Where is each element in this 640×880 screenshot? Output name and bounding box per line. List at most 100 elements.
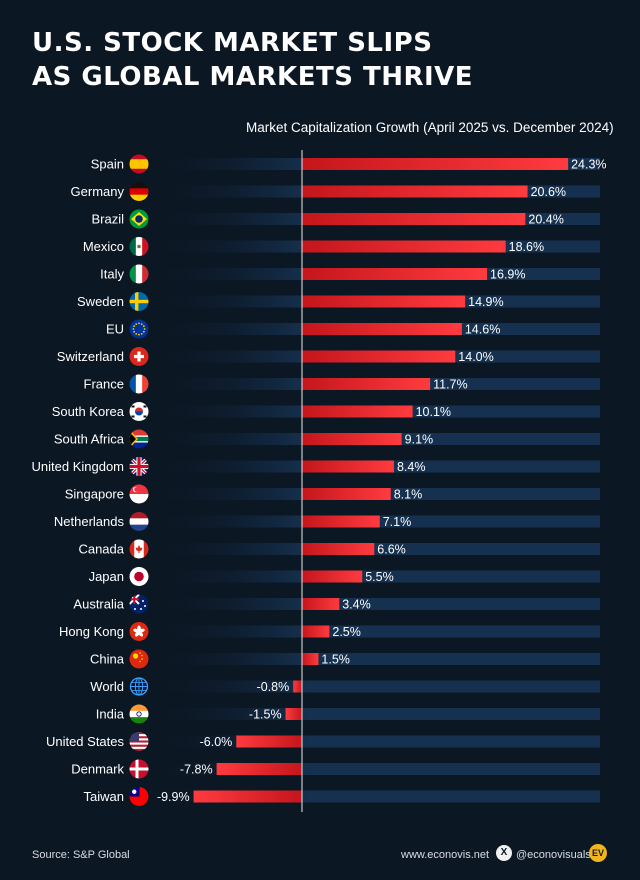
bar-spain [302, 158, 569, 170]
italy-flag-icon [129, 264, 149, 284]
bar-track [150, 680, 600, 693]
category-label: United States [46, 734, 125, 749]
data-label: 18.6% [509, 240, 544, 254]
category-label: Germany [71, 184, 125, 199]
category-label: Italy [100, 267, 124, 282]
data-label: 14.6% [465, 323, 500, 337]
category-label: Netherlands [54, 514, 125, 529]
chart-title: U.S. STOCK MARKET SLIPS AS GLOBAL MARKET… [32, 26, 473, 94]
bar-eu [302, 323, 462, 335]
data-label: 20.4% [528, 213, 563, 227]
bar-track [150, 598, 600, 610]
x-logo-icon: X [496, 845, 512, 861]
bar-taiwan [193, 790, 302, 803]
bar-canada [302, 543, 375, 555]
category-label: Japan [89, 569, 124, 584]
bar-track [150, 570, 600, 583]
category-label: World [90, 679, 124, 694]
brazil-flag-icon [129, 209, 149, 229]
data-label: 8.4% [397, 460, 426, 474]
bar-south-korea [302, 405, 413, 418]
title-line-1: U.S. STOCK MARKET SLIPS [32, 28, 433, 58]
switzerland-flag-icon [129, 347, 149, 366]
data-label: 3.4% [342, 598, 371, 612]
taiwan-flag-icon [129, 787, 149, 806]
category-label: South Korea [52, 404, 125, 419]
bar-track [150, 543, 600, 555]
eu-flag-icon [129, 319, 149, 339]
data-label: 24.3% [571, 158, 606, 172]
data-label: 20.6% [531, 185, 566, 199]
category-label: Switzerland [57, 349, 124, 364]
bar-united-kingdom [302, 460, 394, 473]
category-label: Canada [78, 542, 124, 557]
brand-logo-icon: EV [589, 844, 607, 862]
japan-flag-icon [129, 567, 149, 586]
data-label: -7.8% [180, 763, 213, 777]
germany-flag-icon [129, 182, 149, 201]
category-label: Brazil [91, 212, 124, 227]
category-label: Mexico [83, 239, 124, 254]
social-handle[interactable]: @econovisuals [516, 849, 591, 861]
data-label: 7.1% [383, 515, 412, 529]
china-flag-icon [129, 649, 149, 669]
bar-track [150, 625, 600, 638]
france-flag-icon [129, 374, 149, 394]
category-label: Singapore [65, 487, 124, 502]
netherlands-flag-icon [129, 512, 149, 531]
bar-australia [302, 598, 340, 610]
source-note: Source: S&P Global [32, 849, 130, 861]
category-label: Taiwan [84, 789, 124, 804]
bar-denmark [216, 763, 302, 775]
data-label: 10.1% [416, 405, 451, 419]
category-label: EU [106, 322, 124, 337]
data-label: 16.9% [490, 268, 525, 282]
bar-sweden [302, 295, 466, 308]
bar-germany [302, 185, 528, 198]
data-label: 14.0% [458, 350, 493, 364]
category-label: India [96, 707, 125, 722]
bar-brazil [302, 213, 526, 225]
mexico-flag-icon [129, 237, 149, 256]
category-label: Australia [73, 597, 124, 612]
data-label: 5.5% [365, 570, 394, 584]
bar-netherlands [302, 515, 380, 528]
bar-united-states [236, 735, 302, 748]
data-label: -6.0% [200, 735, 233, 749]
united-states-flag-icon [129, 732, 149, 751]
bar-italy [302, 268, 488, 280]
category-label: China [90, 652, 125, 667]
category-label: Hong Kong [59, 624, 124, 639]
data-label: 9.1% [405, 433, 434, 447]
bar-track [150, 653, 600, 665]
australia-flag-icon [129, 594, 149, 614]
hong-kong-flag-icon [129, 622, 149, 641]
data-label: 14.9% [468, 295, 503, 309]
bar-world [293, 680, 302, 693]
data-label: 8.1% [394, 488, 423, 502]
data-label: 6.6% [377, 543, 406, 557]
title-line-2: AS GLOBAL MARKETS THRIVE [32, 62, 474, 92]
bar-singapore [302, 488, 391, 500]
website-link[interactable]: www.econovis.net [401, 849, 490, 861]
bar-south-africa [302, 433, 402, 445]
category-label: Sweden [77, 294, 124, 309]
category-label: South Africa [54, 432, 125, 447]
world-globe-icon [129, 677, 149, 696]
singapore-flag-icon [129, 484, 149, 504]
bar-japan [302, 570, 363, 583]
bar-france [302, 378, 431, 390]
sweden-flag-icon [129, 292, 149, 311]
data-label: 1.5% [321, 653, 350, 667]
bar-track [150, 708, 600, 720]
india-flag-icon [129, 704, 149, 724]
data-label: 11.7% [433, 378, 468, 392]
south-korea-flag-icon [129, 402, 149, 421]
bar-india [285, 708, 302, 720]
category-label: Denmark [71, 762, 124, 777]
canada-flag-icon [129, 539, 149, 559]
bar-hong-kong [302, 625, 330, 638]
category-label: Spain [91, 157, 124, 172]
data-label: -0.8% [257, 680, 290, 694]
